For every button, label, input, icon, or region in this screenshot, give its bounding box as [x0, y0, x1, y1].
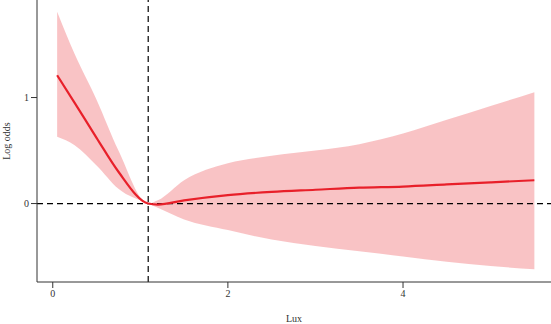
svg-text:4: 4	[401, 288, 406, 299]
svg-text:2: 2	[225, 288, 230, 299]
svg-text:Lux: Lux	[286, 313, 302, 324]
svg-text:0: 0	[24, 198, 29, 209]
svg-text:1: 1	[24, 92, 29, 103]
svg-text:Log odds: Log odds	[8, 122, 12, 160]
svg-text:0: 0	[50, 288, 55, 299]
